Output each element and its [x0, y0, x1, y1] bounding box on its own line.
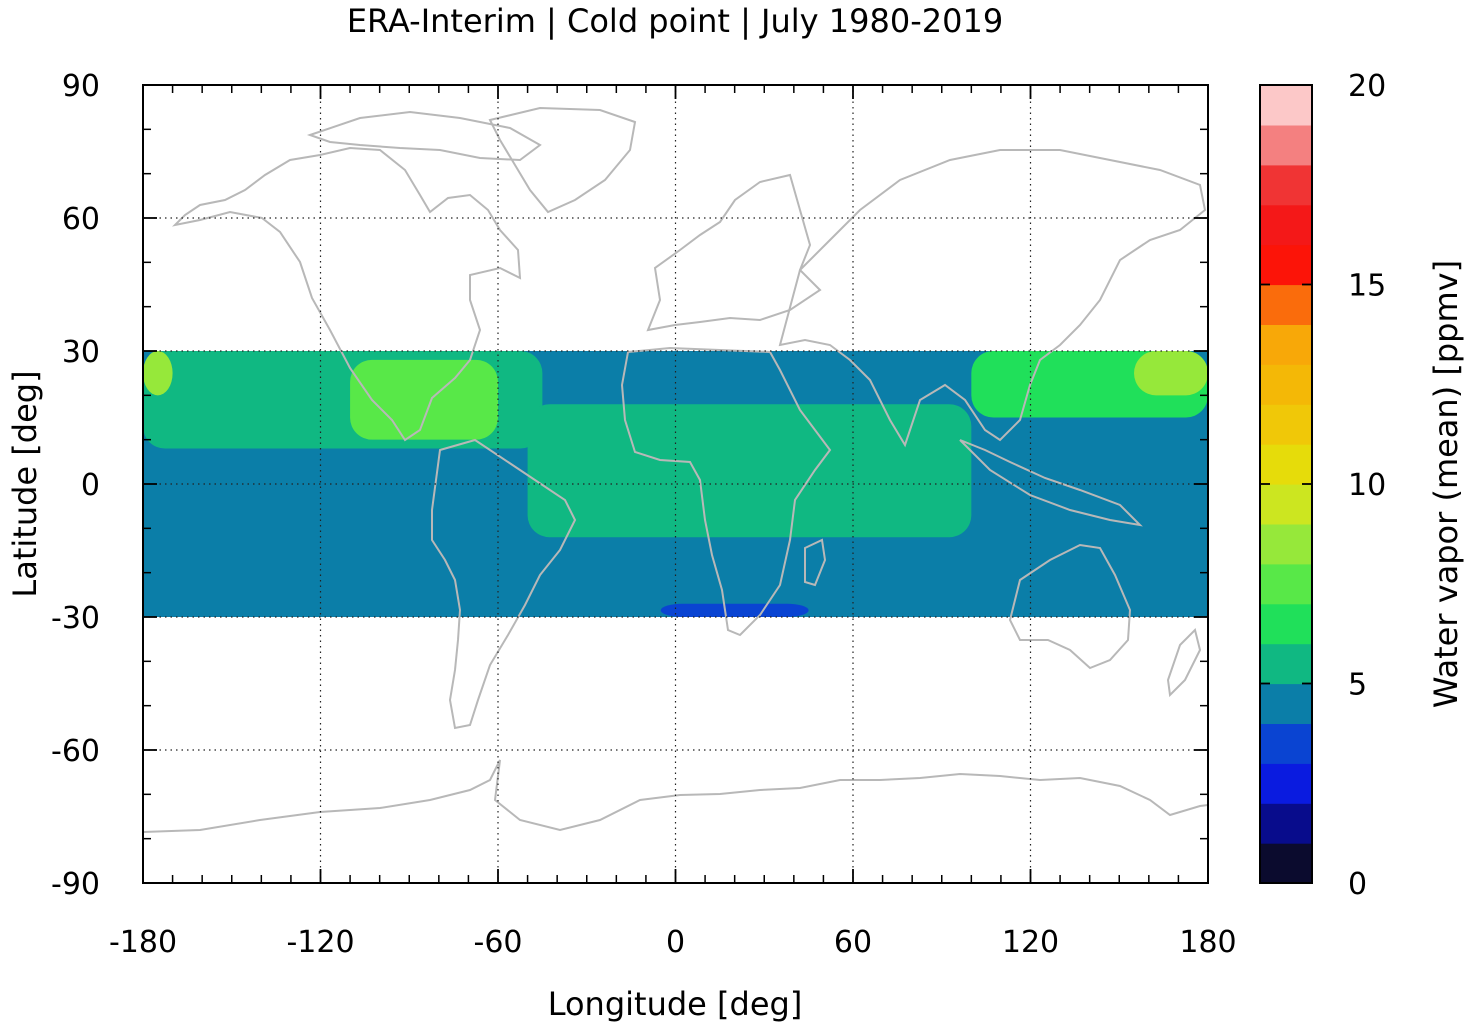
colorbar-swatch: [1260, 484, 1312, 525]
colorbar-swatch: [1260, 164, 1312, 206]
coastline-greenland: [488, 106, 637, 214]
colorbar: [1260, 85, 1312, 884]
colorbar-swatch: [1260, 843, 1312, 884]
colorbar-swatch: [1260, 364, 1312, 405]
x-tick-label: 180: [1179, 925, 1236, 960]
colorbar-swatch: [1260, 124, 1312, 166]
y-tick-labels: -90 -60 -30 0 30 60 90: [51, 69, 100, 902]
coastline-arctic-north-america: [306, 110, 542, 162]
y-tick-label: 0: [81, 468, 100, 503]
x-tick-label: 60: [834, 925, 872, 960]
colorbar-tick-label: 5: [1348, 668, 1367, 703]
field-region: [350, 359, 498, 440]
colorbar-tick-labels: 0 5 10 15 20: [1348, 69, 1386, 902]
coastline-new-zealand: [1166, 628, 1202, 698]
colorbar-swatch: [1260, 284, 1312, 325]
y-tick-label: -30: [51, 601, 100, 636]
y-tick-label: 30: [62, 335, 100, 370]
coastline-north-america: [171, 146, 522, 442]
colorbar-swatch: [1260, 523, 1312, 565]
coastline-south-america: [431, 438, 577, 730]
colorbar-tick-label: 10: [1348, 468, 1386, 503]
coastline-antarctica: [143, 759, 1208, 833]
x-tick-label: -180: [109, 925, 177, 960]
y-tick-label: -60: [51, 734, 100, 769]
colorbar-label: Water vapor (mean) [ppmv]: [1427, 260, 1465, 708]
coastline-layer: [143, 106, 1208, 833]
colorbar-swatch: [1260, 204, 1312, 246]
colorbar-swatch: [1260, 244, 1312, 286]
colorbar-ticks: [1260, 84, 1312, 884]
y-tick-label: 90: [62, 69, 100, 104]
data-field: [143, 351, 1208, 617]
colorbar-swatch: [1260, 683, 1312, 724]
colorbar-swatch: [1260, 803, 1312, 844]
colorbar-swatch: [1260, 563, 1312, 605]
colorbar-swatch: [1260, 324, 1312, 365]
y-axis-label: Latitude [deg]: [6, 370, 44, 597]
chart-title: ERA-Interim | Cold point | July 1980-201…: [347, 2, 1003, 40]
colorbar-tick-label: 15: [1348, 269, 1386, 304]
colorbar-swatch: [1260, 85, 1312, 126]
field-region: [1134, 351, 1208, 396]
y-tick-label: 60: [62, 202, 100, 237]
coastline-asia: [778, 149, 1207, 448]
colorbar-swatch: [1260, 603, 1312, 645]
colorbar-swatch: [1260, 444, 1312, 485]
field-region: [660, 603, 809, 617]
x-axis-label: Longitude [deg]: [548, 985, 803, 1023]
colorbar-tick-label: 0: [1348, 867, 1367, 902]
coastline-australia: [1008, 543, 1132, 670]
field-region: [143, 351, 173, 396]
coastline-africa: [620, 346, 832, 637]
field-region: [527, 404, 972, 538]
colorbar-swatch: [1260, 404, 1312, 445]
x-tick-labels: -180 -120 -60 0 60 120 180: [109, 925, 1237, 960]
minor-ticks: [143, 85, 1208, 883]
coastline-europe: [646, 173, 822, 332]
x-tick-label: -120: [286, 925, 354, 960]
coastline-madagascar: [804, 538, 827, 587]
grid-lines: [143, 85, 1208, 883]
colorbar-swatch: [1260, 643, 1312, 685]
x-tick-label: -60: [474, 925, 523, 960]
x-tick-label: 120: [1002, 925, 1059, 960]
colorbar-tick-label: 20: [1348, 69, 1386, 104]
y-tick-label: -90: [51, 867, 100, 902]
colorbar-swatch: [1260, 763, 1312, 804]
plot-frame: [142, 84, 1209, 884]
x-tick-label: 0: [666, 925, 685, 960]
colorbar-swatch: [1260, 723, 1312, 764]
coastline-southeast-asia: [959, 439, 1143, 527]
